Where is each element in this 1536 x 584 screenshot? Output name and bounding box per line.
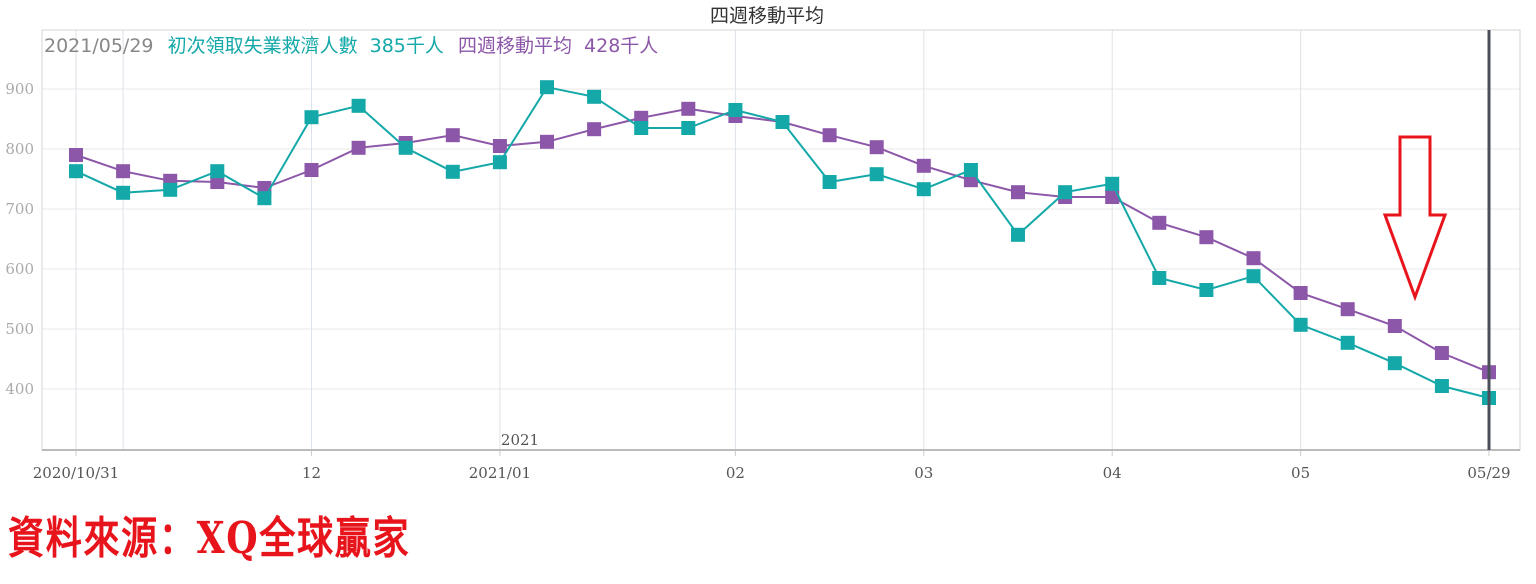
legend-unit-1: 千人 [406,35,444,57]
data-point [445,164,460,179]
data-point [351,140,366,155]
chart-title: 四週移動平均 [710,5,824,27]
data-point [1199,283,1214,297]
plot-frame [41,29,1521,451]
data-point [1058,185,1073,200]
y-tick-label: 800 [5,140,34,158]
data-point [1293,286,1308,300]
data-point [869,140,884,155]
data-point [1387,356,1402,371]
data-point [1152,271,1167,285]
data-point [492,155,507,170]
source-note: 資料來源：XQ全球贏家 [8,513,411,564]
data-point [728,103,743,117]
series-line [75,86,1490,399]
x-tick-label: 03 [914,464,933,482]
data-point [1340,335,1355,350]
data-point [822,128,837,143]
legend: 2021/05/29 初次領取失業救濟人數 385千人 四週移動平均 428千人 [44,35,658,57]
y-tick-label: 400 [5,380,34,398]
data-point [116,164,131,179]
data-point [1434,379,1449,393]
data-point [587,89,602,104]
data-point [1011,185,1025,200]
data-point [681,121,696,135]
x-tick-label: 2021/01 [469,464,531,482]
legend-unit-2: 千人 [620,35,658,57]
data-point [540,80,554,95]
data-point [1105,190,1120,204]
data-point [1246,269,1261,284]
data-point [163,182,178,197]
y-tick-label: 600 [5,260,34,278]
legend-date: 2021/05/29 [44,35,154,57]
data-point [351,98,366,113]
x-tick-label: 2020/10/31 [33,464,119,482]
y-tick-label: 700 [5,200,34,218]
data-point [634,121,649,135]
x-tick-label: 12 [302,464,321,482]
data-point [540,134,554,149]
y-tick-label: 500 [5,320,34,338]
data-point [963,163,978,177]
series-line [75,107,1490,374]
data-point [1293,317,1308,332]
legend-series1-label: 初次領取失業救濟人數 [168,35,358,57]
y-tick-label: 900 [5,80,34,98]
data-point [1246,251,1261,266]
data-point [69,148,83,162]
grid: 400 500 600 700 800 900 2020/10/31 12 2021/01 02 0… [5,30,1520,482]
x-tick-label: 05/29 [1467,464,1510,482]
data-point [822,175,837,189]
data-point [1199,230,1214,245]
data-point [116,185,131,200]
data-point [681,101,696,116]
data-point [304,163,319,177]
data-point [257,191,272,206]
data-point [587,122,602,137]
data-point [69,164,83,179]
x-tick-label: 02 [726,464,745,482]
data-point [398,140,413,155]
data-point [492,139,507,153]
series-group [69,80,1496,405]
data-point [916,182,931,197]
data-point [210,164,225,179]
data-point [1434,346,1449,360]
line-chart: 400 500 600 700 800 900 2020/10/31 12 2021/01 02 0… [5,5,1521,482]
data-point [1152,215,1167,230]
data-point [1105,176,1120,191]
data-point [304,110,319,125]
x-tick-label: 05 [1291,464,1310,482]
legend-series2-value: 428 [584,35,620,57]
data-point [445,128,460,143]
data-point [775,115,790,129]
year-marker: 2021 [501,431,539,449]
data-point [1011,227,1025,242]
data-point [916,158,931,173]
down-arrow-icon [1382,135,1448,302]
data-point [210,175,225,189]
x-tick-label: 04 [1103,464,1122,482]
legend-series1-value: 385 [370,35,406,57]
data-point [1387,319,1402,333]
legend-series2-label: 四週移動平均 [458,35,572,57]
data-point [869,167,884,182]
data-point [1340,302,1355,317]
